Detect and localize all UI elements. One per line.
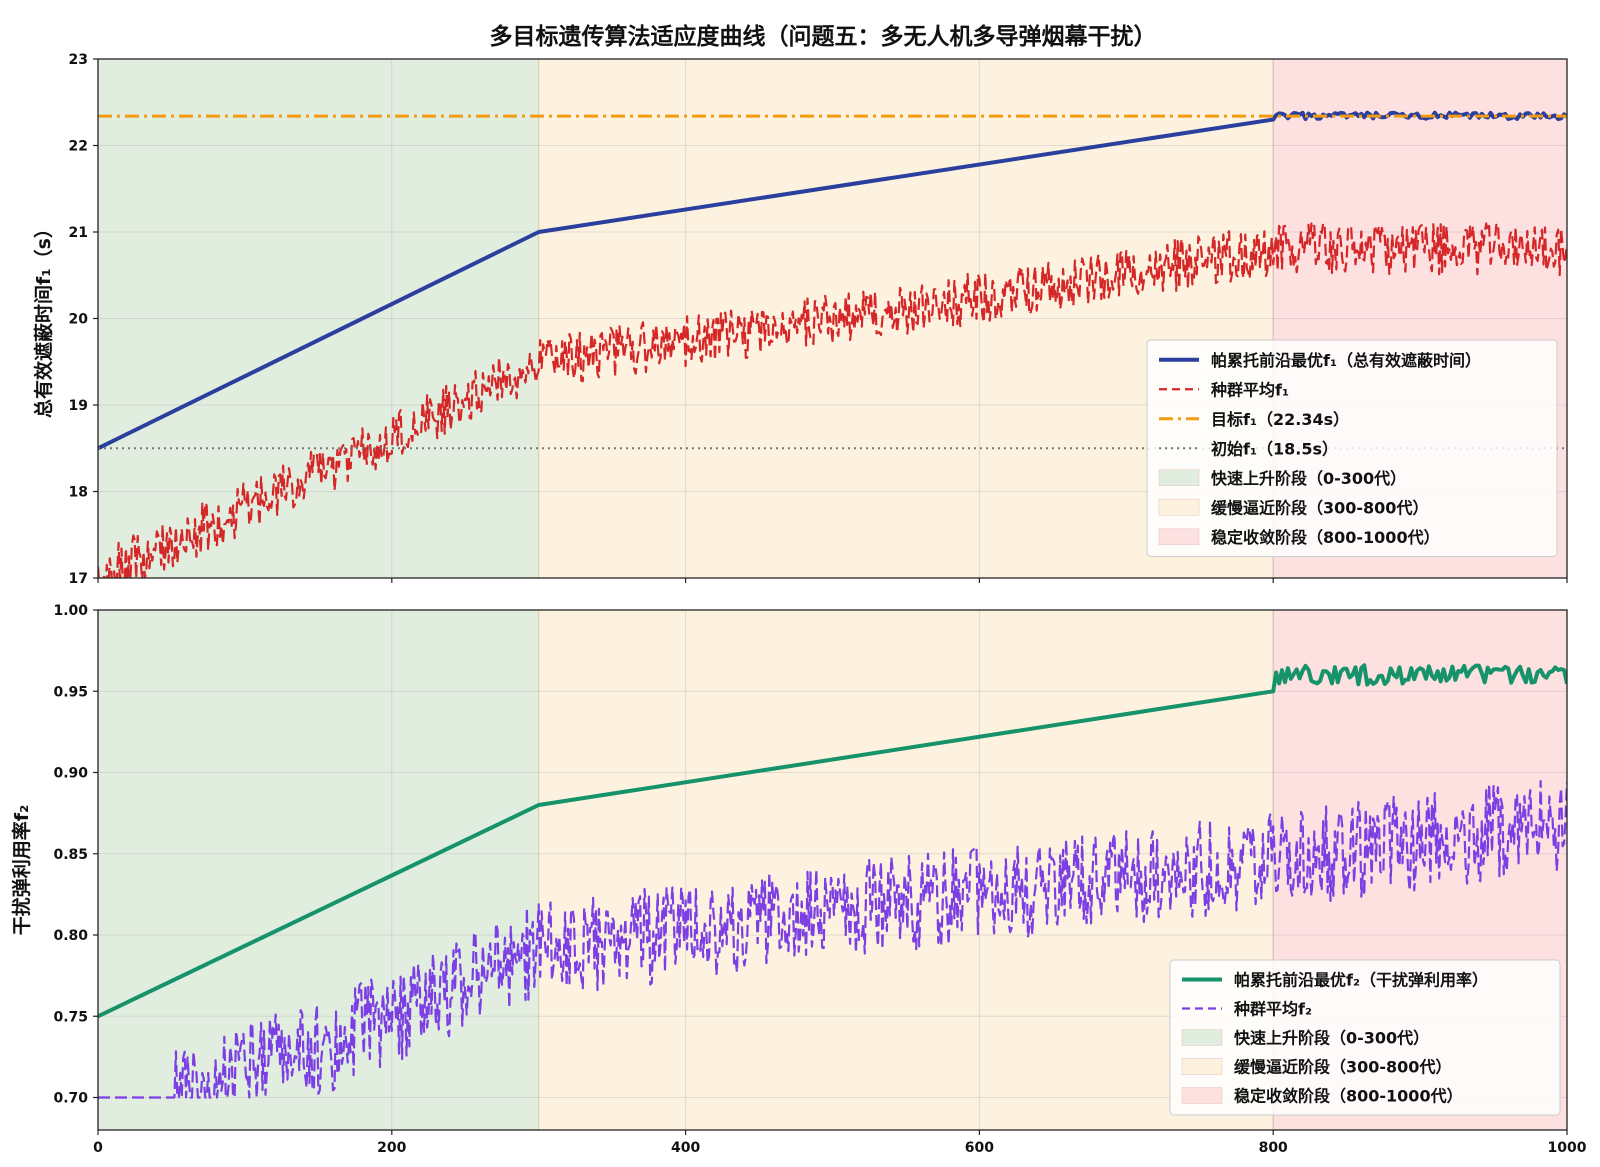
legend-label: 快速上升阶段（0-300代） bbox=[1234, 1029, 1429, 1048]
legend-label: 初始f₁（18.5s） bbox=[1211, 439, 1338, 458]
y-tick-label: 17 bbox=[69, 571, 88, 587]
series-f2-1 bbox=[98, 663, 1567, 1019]
plot-area bbox=[98, 610, 1567, 1130]
x-tick-label: 800 bbox=[1259, 1140, 1288, 1156]
legend-label: 缓慢逼近阶段（300-800代） bbox=[1233, 1058, 1451, 1077]
legend-swatch-patch bbox=[1181, 1087, 1223, 1104]
legend-swatch-patch bbox=[1158, 498, 1200, 516]
y-tick-label: 23 bbox=[69, 52, 88, 68]
y-axis-label: 总有效遮蔽时间f₁（s） bbox=[32, 219, 55, 418]
y-tick-label: 0.85 bbox=[53, 847, 88, 863]
figure-title: 多目标遗传算法适应度曲线（问题五：多无人机多导弹烟幕干扰） bbox=[490, 23, 1157, 50]
y-tick-label: 0.95 bbox=[53, 684, 88, 700]
legend-label: 种群平均f₁ bbox=[1210, 380, 1289, 399]
legend-label: 种群平均f₂ bbox=[1233, 1000, 1312, 1019]
y-tick-label: 21 bbox=[69, 225, 88, 241]
y-axis-label: 干扰弹利用率f₂ bbox=[10, 805, 33, 936]
legend-swatch-patch bbox=[1181, 1058, 1223, 1075]
y-tick-label: 22 bbox=[69, 139, 88, 155]
legend-swatch-patch bbox=[1158, 528, 1200, 546]
y-tick-label: 0.90 bbox=[53, 766, 88, 782]
series-f1-1 bbox=[98, 110, 1567, 451]
phase-band-1 bbox=[98, 59, 539, 578]
y-tick-label: 20 bbox=[69, 312, 89, 328]
legend-swatch-patch bbox=[1181, 1029, 1223, 1046]
legend: 帕累托前沿最优f₁（总有效遮蔽时间） 种群平均f₁ 目标f₁（22.34s） 初始f₁… bbox=[1146, 339, 1558, 557]
x-tick-label: 1000 bbox=[1548, 1140, 1587, 1156]
x-tick-label: 600 bbox=[965, 1140, 994, 1156]
chart-top-f1: 17 18 19 20 21 22 23 总有效遮蔽时间f₁（s） 帕累托前沿最优f₁（总有效遮… bbox=[32, 52, 1568, 587]
legend-label: 帕累托前沿最优f₂（干扰弹利用率） bbox=[1234, 971, 1488, 990]
legend-box bbox=[1146, 339, 1558, 557]
axes-frame bbox=[97, 609, 1568, 1131]
y-tick-label: 0.75 bbox=[53, 1009, 88, 1025]
legend-label: 稳定收敛阶段（800-1000代） bbox=[1234, 1087, 1463, 1106]
y-tick-label: 1.00 bbox=[53, 603, 88, 619]
y-tick-label: 0.70 bbox=[53, 1091, 88, 1107]
legend-label: 快速上升阶段（0-300代） bbox=[1211, 469, 1406, 488]
y-tick-label: 18 bbox=[69, 485, 88, 501]
legend-label: 缓慢逼近阶段（300-800代） bbox=[1210, 498, 1428, 517]
y-tick-label: 0.80 bbox=[53, 928, 88, 944]
chart-bottom-f2: 0 200 400 600 800 1000 0.70 0.75 0.80 0.85 0.90 0.9… bbox=[10, 603, 1587, 1156]
legend-swatch-patch bbox=[1158, 469, 1200, 487]
x-tick-label: 200 bbox=[377, 1140, 406, 1156]
legend-label: 目标f₁（22.34s） bbox=[1211, 410, 1349, 429]
x-tick-label: 0 bbox=[93, 1140, 103, 1156]
x-tick-label: 400 bbox=[671, 1140, 700, 1156]
series-f2-2 bbox=[98, 780, 1567, 1099]
legend: 帕累托前沿最优f₂（干扰弹利用率） 种群平均f₂ 快速上升阶段（0-300代） 缓慢逼… bbox=[1169, 959, 1561, 1116]
legend-label: 帕累托前沿最优f₁（总有效遮蔽时间） bbox=[1211, 351, 1481, 370]
series-f1-2 bbox=[98, 222, 1567, 578]
y-tick-label: 19 bbox=[69, 398, 88, 414]
legend-label: 稳定收敛阶段（800-1000代） bbox=[1211, 528, 1440, 547]
legend-box bbox=[1169, 959, 1561, 1116]
